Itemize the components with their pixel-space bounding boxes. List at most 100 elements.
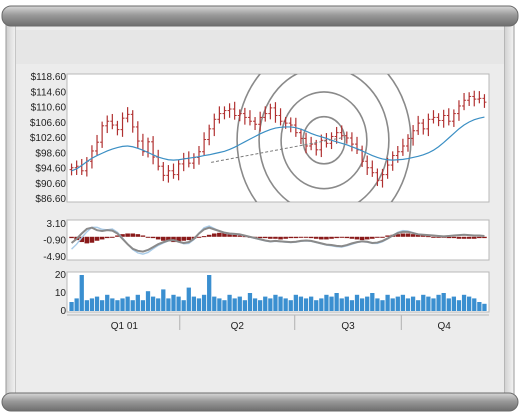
- price-tick-label: $94.60: [35, 164, 66, 175]
- volume-bar: [431, 298, 436, 311]
- oscillator-histogram-bar: [395, 234, 401, 237]
- oscillator-histogram-bar: [201, 236, 207, 238]
- oscillator-histogram-bar: [370, 236, 375, 239]
- price-tick-label: $98.60: [35, 148, 66, 159]
- volume-bar: [390, 298, 395, 311]
- volume-plot-area: [66, 271, 490, 313]
- volume-bar: [258, 300, 263, 311]
- bottom-rod: [1, 392, 519, 412]
- oscillator-histogram-bar: [319, 236, 324, 240]
- oscillator-histogram-bar: [227, 233, 232, 237]
- volume-bar: [334, 293, 339, 311]
- volume-bar: [354, 294, 360, 311]
- volume-bar: [69, 302, 74, 311]
- oscillator-histogram-bar: [125, 233, 130, 237]
- oscillator-histogram-bar: [344, 236, 350, 239]
- volume-tick-label: 0: [60, 306, 66, 317]
- oscillator-histogram-bar: [206, 234, 212, 237]
- x-tick-label: Q1 01: [111, 321, 139, 332]
- oscillator-histogram-bar: [471, 236, 477, 239]
- oscillator-histogram-bar: [288, 236, 294, 239]
- volume-bar: [467, 296, 472, 311]
- volume-bar: [207, 275, 212, 311]
- oscillator-histogram-bar: [237, 235, 243, 237]
- oscillator-histogram-bar: [196, 236, 202, 238]
- trend-line: [211, 136, 345, 163]
- volume-bar: [94, 296, 100, 311]
- volume-bar: [410, 296, 416, 311]
- volume-bar: [395, 296, 400, 311]
- oscillator-tick-label: -0.90: [43, 236, 66, 247]
- volume-bar: [115, 300, 120, 311]
- header-band: [16, 30, 504, 64]
- price-tick-label: $110.60: [31, 103, 67, 114]
- volume-bar: [298, 296, 304, 311]
- volume-bar: [227, 294, 232, 311]
- oscillator-histogram-bar: [313, 236, 319, 239]
- oscillator-histogram-bar: [461, 236, 467, 239]
- volume-bar: [247, 293, 253, 311]
- oscillator-histogram-bar: [298, 236, 304, 238]
- oscillator-histogram-bar: [155, 236, 161, 240]
- oscillator-histogram-bar: [324, 236, 329, 240]
- volume-bar: [217, 298, 222, 311]
- oscillator-histogram-bar: [436, 236, 441, 238]
- volume-bar: [288, 300, 293, 311]
- oscillator-signal-line: [70, 226, 485, 253]
- volume-bar: [105, 294, 110, 311]
- oscillator-histogram-bar: [375, 236, 380, 238]
- volume-bar: [349, 300, 355, 311]
- price-plot-area: [66, 73, 490, 203]
- volume-bar: [237, 296, 242, 311]
- circle-annotation-ring: [258, 74, 390, 202]
- volume-bar: [268, 298, 273, 311]
- oscillator-histogram-bar: [308, 236, 314, 239]
- oscillator-histogram-bar: [420, 235, 426, 237]
- oscillator-histogram-bar: [262, 236, 268, 239]
- volume-bar: [375, 298, 380, 311]
- oscillator-histogram-bar: [110, 236, 115, 238]
- oscillator-histogram-bar: [482, 236, 487, 239]
- volume-bar: [308, 296, 314, 311]
- oscillator-histogram-bar: [135, 234, 141, 237]
- x-tick-label: Q3: [341, 321, 355, 332]
- oscillator-histogram-bar: [283, 236, 288, 239]
- oscillator-histogram-bar: [79, 236, 85, 243]
- volume-bar: [120, 298, 125, 311]
- oscillator-histogram-bar: [186, 236, 192, 241]
- oscillator-histogram-bar: [364, 236, 370, 240]
- volume-bar: [339, 298, 344, 311]
- volume-bar: [319, 298, 324, 311]
- oscillator-histogram-bar: [349, 236, 355, 239]
- oscillator-histogram-bar: [120, 234, 125, 237]
- volume-bar: [456, 300, 462, 311]
- volume-bar: [416, 300, 421, 311]
- volume-bar: [89, 298, 95, 311]
- volume-bar: [232, 298, 237, 311]
- volume-bar: [186, 287, 191, 311]
- volume-bar: [84, 300, 89, 311]
- oscillator-histogram-bar: [334, 236, 339, 239]
- volume-bar: [385, 294, 390, 311]
- oscillator-plot-area: [66, 219, 490, 261]
- oscillator-histogram-bar: [415, 234, 421, 237]
- volume-bar: [436, 294, 441, 311]
- volume-bar: [201, 294, 207, 311]
- volume-bar: [263, 296, 268, 311]
- volume-bar: [477, 302, 482, 311]
- oscillator-histogram-bar: [69, 236, 74, 239]
- volume-tick-label: 10: [55, 288, 67, 299]
- volume-bar: [99, 300, 105, 311]
- volume-bar: [421, 294, 426, 311]
- x-tick-label: Q4: [437, 321, 451, 332]
- circle-annotation-ring: [236, 74, 412, 202]
- volume-bar: [79, 275, 84, 311]
- volume-bar: [191, 296, 197, 311]
- volume-bar: [74, 298, 79, 311]
- oscillator-histogram-bar: [400, 233, 406, 237]
- volume-bar: [140, 300, 146, 311]
- oscillator-histogram-bar: [130, 233, 136, 237]
- volume-bar: [482, 303, 487, 311]
- price-tick-label: $118.60: [31, 72, 67, 83]
